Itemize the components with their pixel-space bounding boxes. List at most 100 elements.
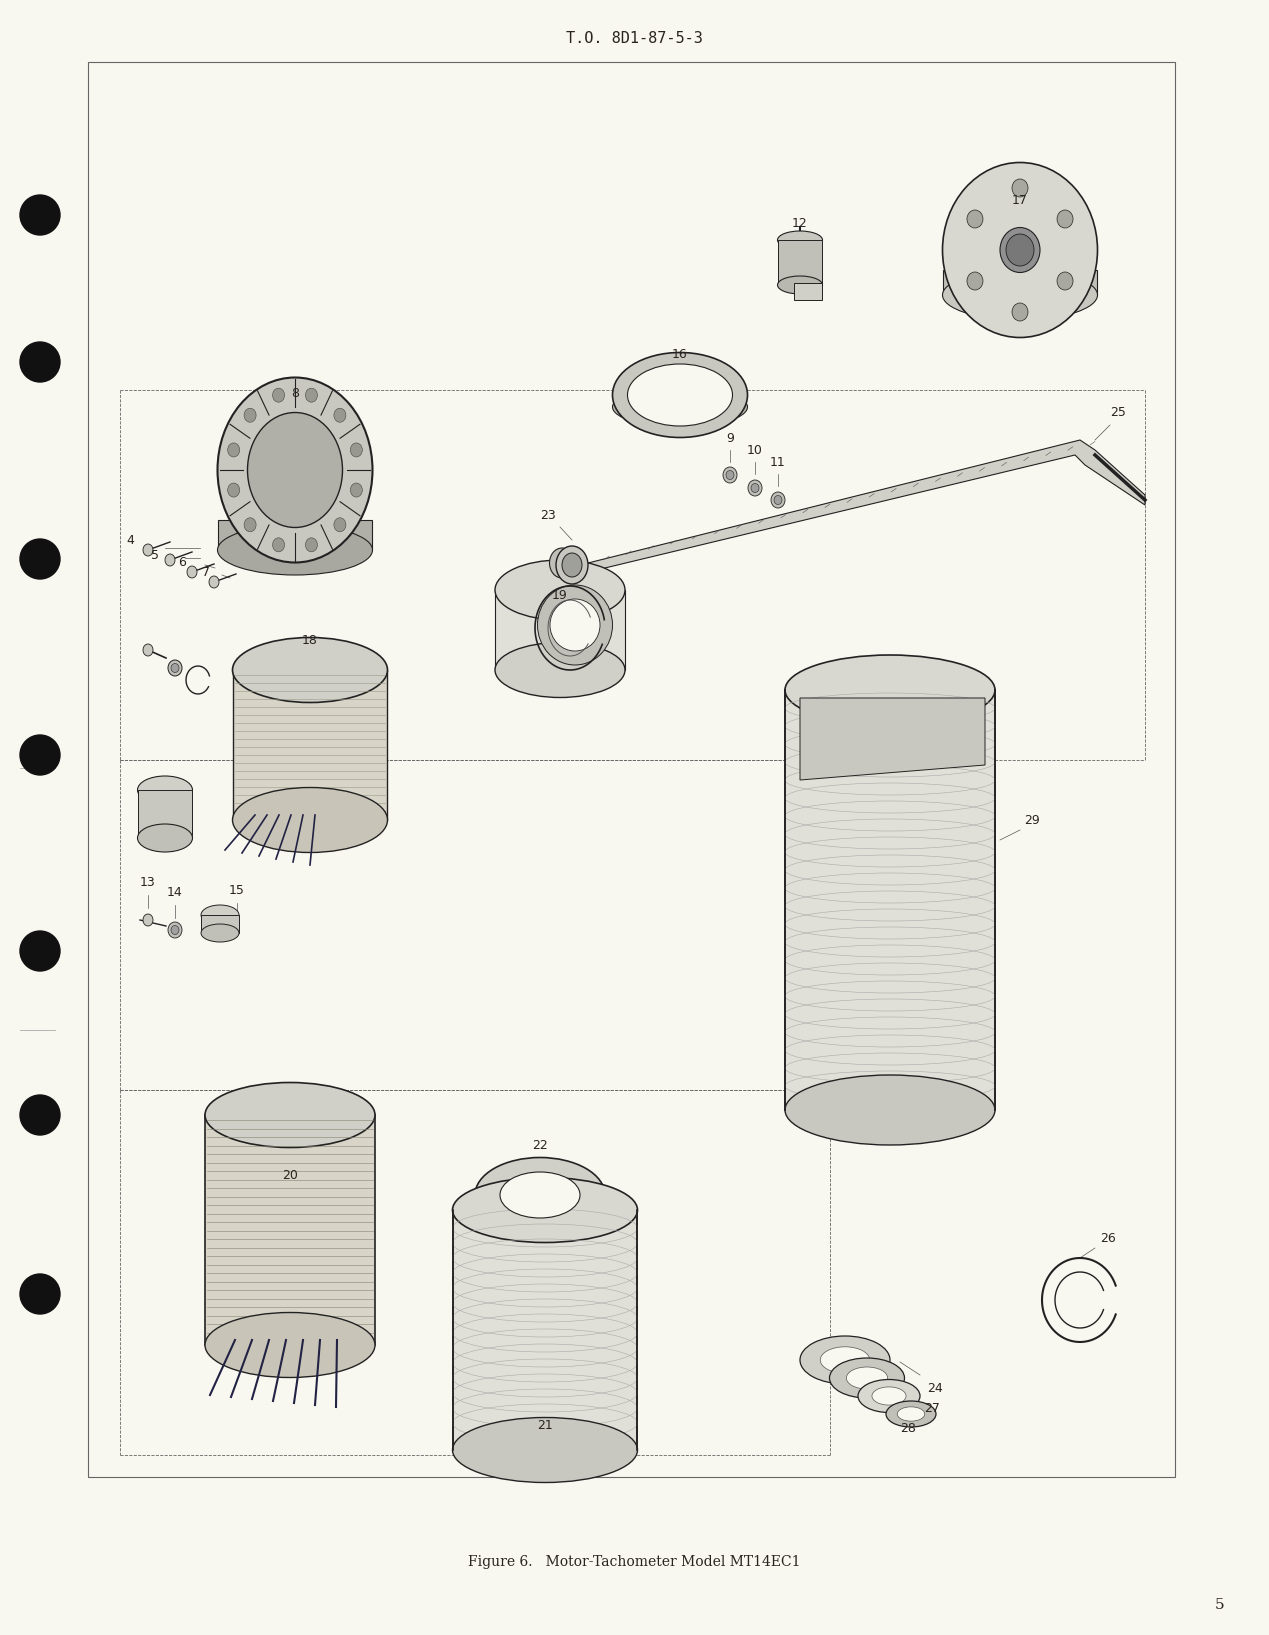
Ellipse shape [751, 484, 759, 492]
Circle shape [20, 195, 60, 235]
Text: 19: 19 [552, 589, 567, 602]
Ellipse shape [273, 387, 284, 402]
Polygon shape [549, 440, 1145, 580]
Ellipse shape [943, 162, 1098, 337]
Ellipse shape [846, 1367, 887, 1390]
Ellipse shape [232, 638, 387, 703]
Polygon shape [206, 1115, 376, 1346]
Text: 6: 6 [178, 556, 187, 569]
Ellipse shape [872, 1386, 906, 1404]
Ellipse shape [306, 387, 317, 402]
Polygon shape [138, 790, 192, 839]
Ellipse shape [232, 788, 387, 852]
Ellipse shape [168, 661, 181, 675]
Ellipse shape [273, 538, 284, 553]
Text: 27: 27 [924, 1401, 940, 1414]
Ellipse shape [549, 598, 600, 651]
Text: 26: 26 [1100, 1231, 1115, 1244]
Ellipse shape [217, 525, 373, 576]
Ellipse shape [201, 906, 239, 925]
Ellipse shape [943, 270, 1098, 320]
Ellipse shape [247, 412, 343, 528]
Polygon shape [453, 1210, 637, 1450]
Bar [88, 62, 1175, 1476]
Ellipse shape [613, 387, 747, 427]
Ellipse shape [562, 553, 582, 577]
Ellipse shape [500, 1172, 580, 1218]
Ellipse shape [886, 1401, 937, 1427]
Ellipse shape [306, 538, 317, 553]
Ellipse shape [227, 482, 240, 497]
Ellipse shape [165, 554, 175, 566]
Ellipse shape [1006, 234, 1034, 267]
Ellipse shape [772, 492, 786, 508]
Ellipse shape [143, 644, 154, 656]
Ellipse shape [495, 561, 626, 620]
Circle shape [20, 540, 60, 579]
Ellipse shape [1000, 227, 1041, 273]
Text: 22: 22 [532, 1138, 548, 1151]
Text: T.O. 8D1-87-5-3: T.O. 8D1-87-5-3 [566, 31, 703, 46]
Ellipse shape [217, 378, 373, 562]
Circle shape [20, 736, 60, 775]
Ellipse shape [726, 471, 733, 479]
Text: Figure 6.   Motor-Tachometer Model MT14EC1: Figure 6. Motor-Tachometer Model MT14EC1 [468, 1555, 801, 1570]
Polygon shape [943, 270, 1096, 294]
Ellipse shape [168, 922, 181, 938]
Ellipse shape [453, 1418, 637, 1483]
Text: 9: 9 [726, 432, 733, 445]
Ellipse shape [1057, 209, 1074, 227]
Text: 5: 5 [1214, 1597, 1225, 1612]
Ellipse shape [137, 824, 193, 852]
Ellipse shape [556, 546, 588, 584]
Text: 20: 20 [282, 1169, 298, 1182]
Ellipse shape [143, 544, 154, 556]
Text: 18: 18 [302, 633, 319, 646]
Ellipse shape [799, 1336, 890, 1383]
Ellipse shape [1011, 302, 1028, 320]
Text: 7: 7 [202, 566, 209, 579]
Polygon shape [218, 520, 372, 549]
Ellipse shape [627, 365, 732, 427]
Circle shape [20, 930, 60, 971]
Text: 10: 10 [747, 443, 763, 456]
Ellipse shape [453, 1177, 637, 1243]
Text: 16: 16 [673, 348, 688, 360]
Ellipse shape [244, 518, 256, 531]
Polygon shape [799, 698, 985, 780]
Polygon shape [786, 690, 995, 1110]
Ellipse shape [786, 656, 995, 724]
Polygon shape [495, 590, 626, 670]
Ellipse shape [171, 925, 179, 935]
Text: 23: 23 [541, 508, 556, 522]
Text: 21: 21 [537, 1419, 553, 1432]
Ellipse shape [723, 468, 737, 482]
Ellipse shape [613, 353, 747, 438]
Text: 8: 8 [291, 386, 299, 399]
Text: 24: 24 [928, 1382, 943, 1395]
Ellipse shape [187, 566, 197, 579]
Ellipse shape [967, 271, 983, 289]
Ellipse shape [137, 777, 193, 804]
Text: 29: 29 [1024, 814, 1039, 827]
Text: 12: 12 [792, 216, 808, 229]
Polygon shape [201, 916, 239, 934]
Ellipse shape [549, 548, 575, 579]
Text: 14: 14 [168, 886, 183, 899]
Ellipse shape [1057, 271, 1074, 289]
Ellipse shape [778, 276, 822, 294]
Ellipse shape [778, 231, 822, 249]
Circle shape [20, 1274, 60, 1315]
Polygon shape [233, 670, 387, 821]
Text: 15: 15 [230, 883, 245, 896]
Ellipse shape [206, 1313, 376, 1378]
Ellipse shape [201, 924, 239, 942]
Ellipse shape [350, 443, 363, 456]
Text: 4: 4 [126, 533, 135, 546]
Ellipse shape [747, 481, 761, 495]
Ellipse shape [967, 209, 983, 227]
Ellipse shape [858, 1380, 920, 1413]
Ellipse shape [495, 643, 626, 698]
Ellipse shape [820, 1347, 869, 1373]
Text: 28: 28 [900, 1421, 916, 1434]
